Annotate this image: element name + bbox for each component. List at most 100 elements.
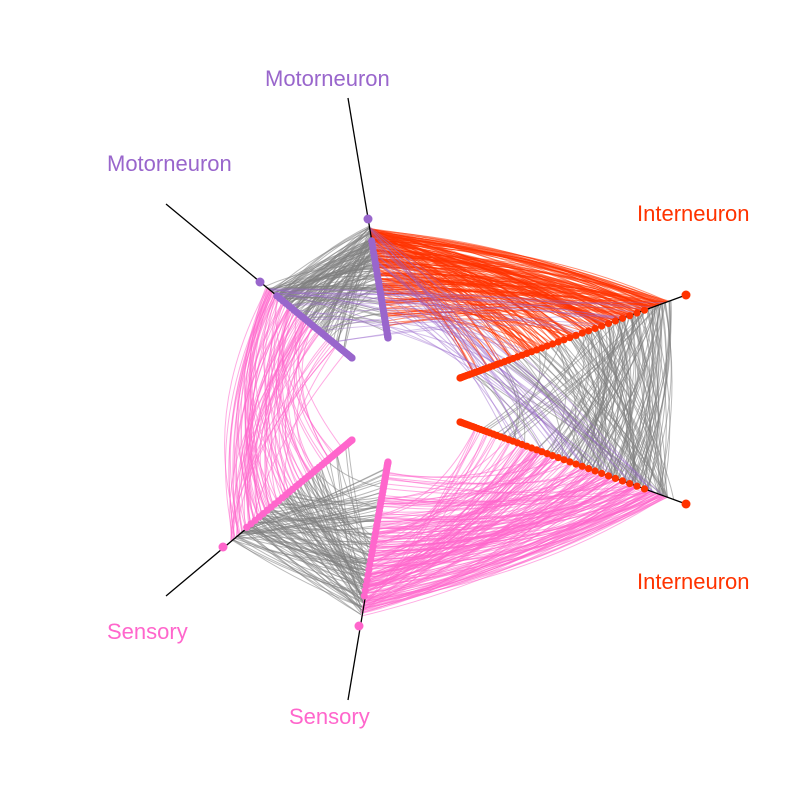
- edge: [379, 289, 521, 444]
- node: [681, 290, 691, 300]
- edge: [279, 297, 385, 319]
- edge: [296, 340, 332, 473]
- edge: [376, 266, 556, 344]
- edge: [299, 483, 367, 585]
- edge: [370, 237, 566, 461]
- edge: [371, 241, 488, 369]
- edge: [369, 230, 615, 322]
- edge: [373, 253, 618, 321]
- edge: [561, 314, 634, 460]
- axis-label-sensory-bottom: Sensory: [289, 704, 370, 729]
- edge: [367, 450, 540, 577]
- axis-label-motorneuron-left: Motorneuron: [107, 151, 232, 176]
- edge: [236, 342, 334, 536]
- edge: [281, 309, 309, 477]
- edge: [377, 467, 588, 524]
- edge: [249, 291, 273, 510]
- node: [362, 581, 370, 589]
- edge: [363, 494, 661, 601]
- edge: [384, 311, 586, 333]
- edge: [301, 325, 330, 460]
- edge: [610, 312, 641, 478]
- edge: [239, 509, 380, 534]
- edge: [258, 513, 379, 521]
- edge: [269, 507, 363, 611]
- edge: [638, 303, 667, 488]
- node: [255, 277, 265, 287]
- node: [560, 336, 568, 344]
- edge: [362, 489, 648, 607]
- edge: [370, 235, 663, 304]
- edge: [274, 292, 611, 324]
- edge: [623, 312, 646, 482]
- edge: [375, 437, 505, 533]
- edge: [383, 299, 667, 315]
- edge: [229, 323, 311, 540]
- edge: [530, 351, 620, 480]
- edge: [270, 290, 484, 370]
- edge: [254, 316, 303, 519]
- edge: [369, 230, 526, 446]
- edge: [270, 297, 305, 481]
- edge: [309, 266, 377, 324]
- edge: [246, 468, 388, 528]
- edge: [332, 315, 630, 343]
- edge: [363, 484, 634, 600]
- edge: [364, 461, 571, 594]
- edge: [297, 484, 373, 550]
- node: [578, 462, 586, 470]
- edge: [628, 315, 667, 497]
- edge: [275, 295, 334, 456]
- edge: [374, 259, 563, 460]
- edge: [502, 361, 640, 488]
- edge: [269, 492, 383, 509]
- edge: [308, 245, 373, 323]
- node: [611, 317, 620, 325]
- edge: [276, 295, 584, 334]
- edge: [505, 330, 590, 439]
- node: [598, 469, 606, 477]
- node: [626, 480, 634, 488]
- edge: [232, 538, 365, 597]
- edge: [482, 324, 605, 431]
- edge: [593, 323, 616, 471]
- edge: [278, 293, 647, 310]
- edge: [536, 315, 631, 451]
- node: [598, 322, 606, 330]
- edge: [470, 373, 543, 452]
- edge: [245, 305, 290, 522]
- edge: [630, 301, 670, 485]
- edge: [375, 261, 649, 310]
- edge: [246, 319, 306, 526]
- node: [360, 592, 368, 600]
- edge: [242, 530, 370, 566]
- edge: [373, 435, 498, 544]
- edge: [378, 489, 649, 523]
- edge: [575, 335, 659, 494]
- edge: [373, 485, 638, 544]
- edge: [374, 258, 572, 463]
- edge: [240, 497, 382, 534]
- edge: [516, 356, 585, 468]
- edge: [587, 314, 633, 469]
- edge: [500, 349, 541, 438]
- edge: [370, 494, 662, 561]
- edge: [260, 486, 384, 517]
- edge: [371, 242, 515, 442]
- edge: [376, 267, 475, 373]
- node: [611, 474, 620, 482]
- edge: [372, 492, 656, 553]
- edge: [372, 477, 616, 550]
- edge: [264, 326, 315, 502]
- edge: [251, 522, 362, 616]
- edge: [480, 369, 664, 497]
- edge: [270, 507, 372, 556]
- edge: [568, 337, 662, 496]
- edge: [236, 535, 366, 589]
- edge: [250, 290, 275, 506]
- edge: [328, 312, 384, 340]
- edge: [376, 269, 664, 497]
- edge: [322, 321, 386, 335]
- edge: [563, 327, 601, 461]
- edge: [608, 313, 639, 477]
